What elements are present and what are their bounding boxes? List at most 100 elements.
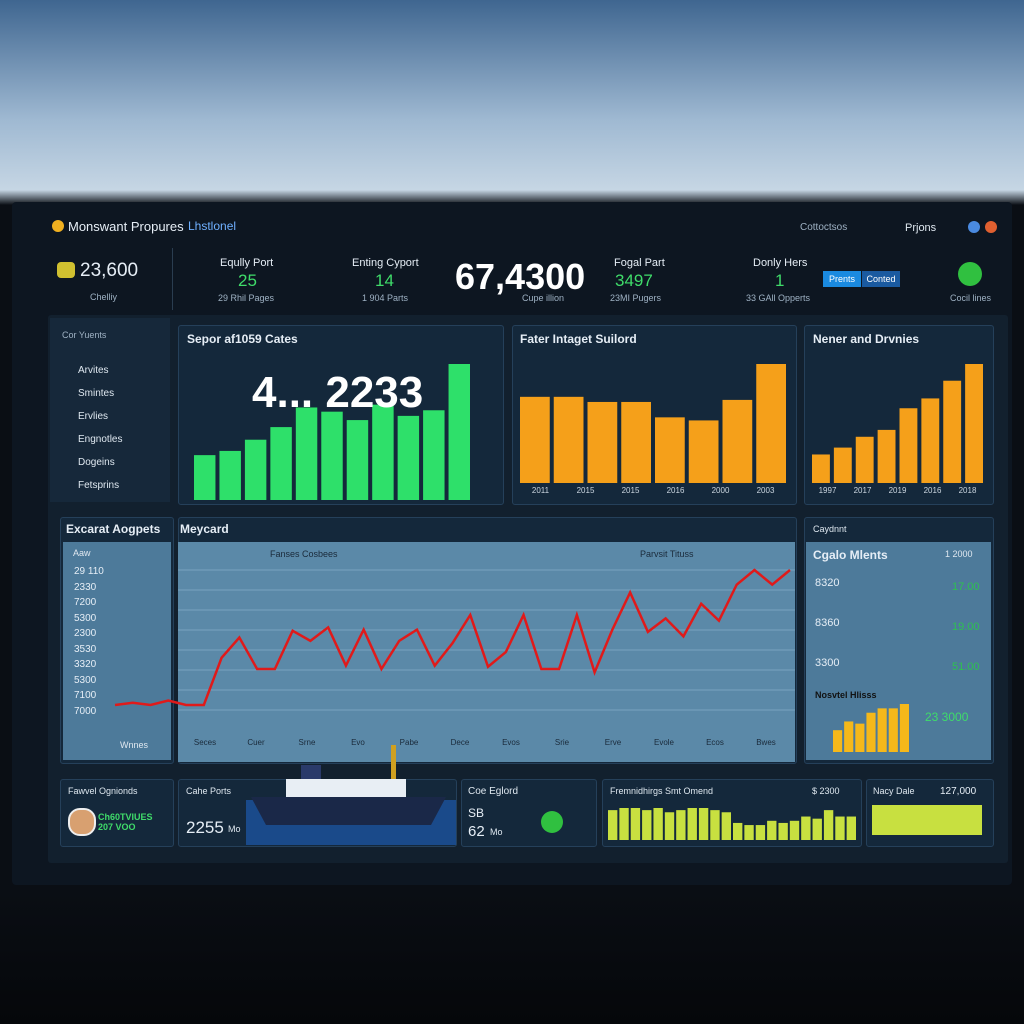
card bbox=[461, 779, 597, 847]
x-tick-label: Evo bbox=[351, 738, 365, 747]
bar-chart bbox=[194, 364, 470, 500]
menu[interactable]: Lhstlonel bbox=[188, 219, 237, 233]
notify[interactable] bbox=[985, 221, 997, 233]
x-tick-label: Cuer bbox=[247, 738, 265, 747]
x-tick-label: Pabe bbox=[400, 738, 419, 747]
row-value: 19.00 bbox=[952, 621, 980, 633]
x-tick-label: 2015 bbox=[577, 486, 595, 495]
sidebar-item[interactable]: Fetsprins bbox=[78, 480, 120, 491]
bar bbox=[423, 410, 445, 500]
bar bbox=[688, 420, 719, 483]
panel-subtitle: Cgalo Mlents bbox=[813, 548, 888, 562]
kpi-sub: 23MI Pugers bbox=[610, 293, 662, 303]
bar bbox=[943, 380, 962, 483]
bar-chart: 1997 2017 2019 2016 2018 bbox=[812, 364, 983, 495]
card-value: Ch60TVIUES 207 VOO bbox=[98, 812, 153, 832]
sidebar bbox=[50, 318, 170, 502]
button[interactable]: Conted bbox=[862, 271, 900, 287]
status-icon bbox=[958, 262, 982, 286]
x-tick-label: 2019 bbox=[889, 486, 907, 495]
badge: 1 2000 bbox=[945, 549, 973, 559]
bar bbox=[553, 396, 584, 483]
bar bbox=[687, 808, 697, 840]
x-tick-label: 2015 bbox=[622, 486, 640, 495]
bar bbox=[642, 810, 652, 840]
kpi-sub: Cupe illion bbox=[522, 293, 565, 303]
button[interactable]: Prents bbox=[823, 271, 861, 287]
bar bbox=[448, 364, 470, 500]
ship-image bbox=[246, 745, 456, 845]
bar bbox=[520, 396, 550, 483]
card-sub: SB bbox=[468, 806, 485, 820]
legend-entry[interactable]: Fanses Cosbees bbox=[270, 549, 338, 559]
mini-title: Nosvtel Hlisss bbox=[815, 690, 877, 700]
sidebar-item[interactable]: Dogeins bbox=[78, 457, 115, 468]
kpi-sub: 33 GAll Opperts bbox=[746, 293, 811, 303]
card-value: 2255 bbox=[186, 818, 224, 837]
x-tick-label: 2003 bbox=[757, 486, 775, 495]
kpi-value: 3497 bbox=[615, 271, 653, 290]
sidebar-item[interactable]: Engnotles bbox=[78, 434, 123, 445]
sidebar-item[interactable]: Smintes bbox=[78, 388, 115, 399]
bar bbox=[194, 455, 216, 500]
card-value: 127,000 bbox=[940, 786, 977, 797]
line bbox=[114, 568, 791, 707]
card-title: Fremnidhirgs Smt Omend bbox=[610, 786, 714, 796]
bar bbox=[664, 812, 675, 840]
bar bbox=[877, 708, 887, 752]
chart-title: Sepor af1059 Cates bbox=[187, 332, 298, 346]
bar bbox=[321, 411, 343, 500]
bar bbox=[812, 818, 822, 840]
bar bbox=[698, 808, 709, 840]
status: Cocil lines bbox=[950, 293, 992, 303]
kpi-sub: 1 904 Parts bbox=[362, 293, 409, 303]
bar bbox=[372, 404, 394, 500]
bar bbox=[855, 723, 865, 752]
x-tick-label: 2016 bbox=[924, 486, 942, 495]
card-title: Cahe Ports bbox=[186, 786, 232, 796]
sidebar-item[interactable]: Ervlies bbox=[78, 411, 109, 422]
legend-entry[interactable]: Parvsit Tituss bbox=[640, 549, 694, 559]
sidebar-item[interactable]: Arvites bbox=[78, 365, 109, 376]
search[interactable]: Cottoctsos bbox=[800, 222, 848, 233]
bar bbox=[721, 812, 731, 840]
row-value: 51.00 bbox=[952, 661, 980, 673]
bar bbox=[621, 401, 651, 483]
kpi-value: 25 bbox=[238, 271, 257, 290]
bar bbox=[812, 454, 830, 483]
bar bbox=[888, 708, 898, 752]
kpi-title: Donly Hers bbox=[753, 257, 808, 269]
bar bbox=[755, 825, 766, 840]
axis-label: 7000 bbox=[74, 705, 97, 717]
bar bbox=[244, 439, 267, 500]
x-tick-label: 2017 bbox=[854, 486, 872, 495]
x-tick-label: Erve bbox=[605, 738, 622, 747]
bar bbox=[846, 816, 856, 840]
kpi-value: 23,600 bbox=[80, 260, 139, 281]
bar bbox=[756, 364, 786, 483]
axis-label: 5300 bbox=[74, 612, 97, 624]
x-tick-label: 2000 bbox=[712, 486, 730, 495]
divider bbox=[172, 248, 173, 310]
bar bbox=[608, 810, 618, 840]
bar bbox=[397, 415, 420, 500]
axis-label: 3320 bbox=[74, 659, 97, 670]
bar bbox=[653, 808, 663, 840]
avatar bbox=[68, 808, 96, 836]
kpi-value: 1 bbox=[775, 271, 785, 290]
card-title: Fawvel Ognionds bbox=[68, 786, 138, 796]
bar bbox=[346, 420, 369, 500]
panel-title: Excarat Aogpets bbox=[66, 522, 161, 536]
x-tick-label: Evos bbox=[502, 738, 520, 747]
user[interactable]: Prjons bbox=[905, 222, 937, 234]
x-tick-label: Bwes bbox=[756, 738, 776, 747]
brand: Monswant Propures bbox=[68, 219, 184, 234]
sidebar-title: Cor Yuents bbox=[62, 330, 107, 340]
kpi-sub: 29 Rhil Pages bbox=[218, 293, 275, 303]
panel-footer: Wnnes bbox=[120, 740, 149, 750]
bar bbox=[710, 810, 720, 840]
bar bbox=[835, 816, 845, 840]
x-tick-label: Seces bbox=[194, 738, 216, 747]
